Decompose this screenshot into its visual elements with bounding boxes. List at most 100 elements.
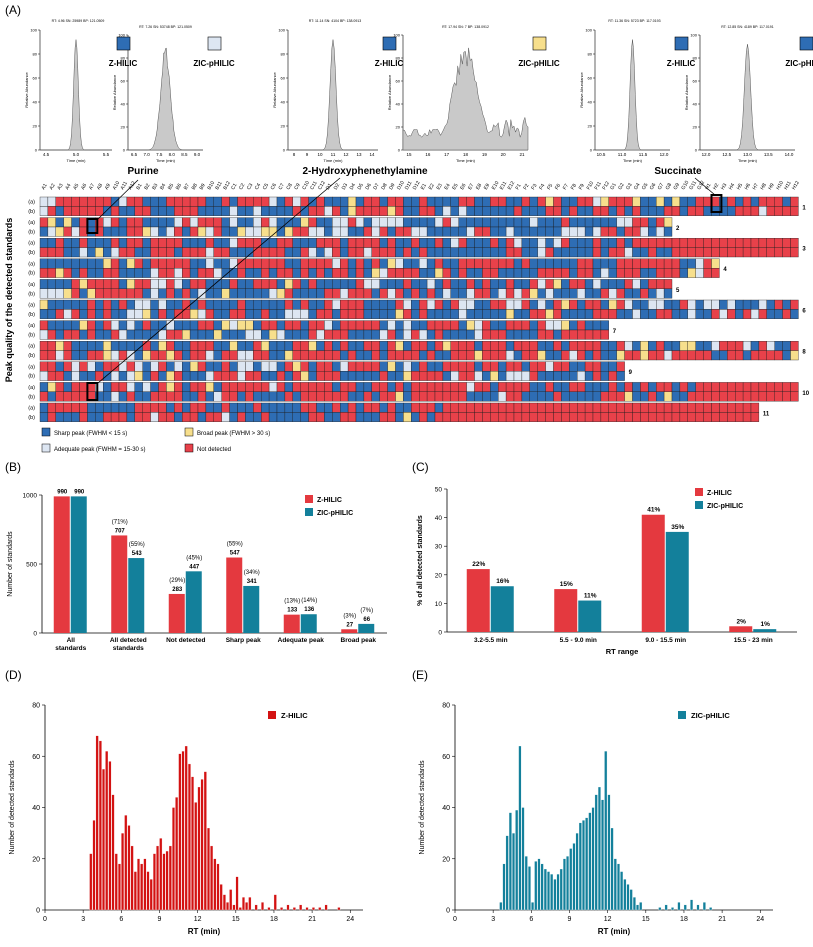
grid-cell bbox=[324, 226, 333, 237]
grid-cell bbox=[95, 341, 104, 351]
grid-cell bbox=[434, 371, 444, 381]
grid-cell bbox=[458, 206, 467, 216]
grid-cell bbox=[395, 412, 404, 422]
grid-cell bbox=[426, 196, 436, 207]
d-xlabel: RT (min) bbox=[188, 927, 221, 936]
b-bar bbox=[300, 614, 317, 633]
grid-cell bbox=[39, 196, 49, 207]
grid-cell bbox=[719, 247, 728, 258]
grid-cell bbox=[474, 206, 483, 216]
grid-cell bbox=[79, 258, 88, 269]
grid-cell bbox=[355, 329, 365, 340]
grid-cell bbox=[648, 226, 657, 237]
grid-cell bbox=[300, 371, 309, 381]
grid-cell bbox=[110, 217, 120, 228]
grid-cell bbox=[648, 391, 657, 402]
d-hist-bar bbox=[207, 827, 210, 911]
grid-cell bbox=[332, 238, 341, 248]
grid-column-label: D8 bbox=[380, 182, 389, 191]
grid-cell bbox=[103, 320, 112, 331]
grid-row-label: (a) bbox=[28, 323, 35, 329]
grid-cell bbox=[118, 329, 128, 340]
grid-cell bbox=[711, 382, 720, 392]
grid-cell bbox=[577, 329, 586, 340]
grid-cell bbox=[434, 402, 444, 413]
grid-cell bbox=[569, 299, 578, 310]
grid-cell bbox=[553, 412, 562, 422]
grid-cell bbox=[276, 247, 286, 258]
grid-cell bbox=[174, 412, 183, 422]
grid-cell bbox=[616, 412, 625, 422]
grid-cell bbox=[529, 247, 538, 258]
d-hist-bar bbox=[152, 853, 156, 911]
grid-cell bbox=[47, 258, 56, 269]
grid-cell bbox=[671, 382, 681, 392]
b-category-label: All bbox=[67, 637, 76, 644]
grid-cell bbox=[71, 288, 80, 299]
c-bar-label: 15% bbox=[560, 581, 573, 588]
grid-column-label: A11 bbox=[120, 180, 130, 191]
grid-cell bbox=[347, 320, 357, 331]
grid-cell bbox=[513, 320, 523, 331]
grid-cell bbox=[174, 350, 183, 361]
grid-cell bbox=[727, 382, 736, 392]
grid-cell bbox=[537, 299, 546, 310]
grid-cell bbox=[419, 288, 428, 299]
grid-cell bbox=[71, 371, 80, 381]
grid-cell bbox=[174, 371, 183, 381]
grid-cell bbox=[379, 382, 388, 392]
grid-cell bbox=[505, 412, 515, 422]
grid-cell bbox=[142, 217, 151, 228]
grid-cell bbox=[221, 350, 230, 361]
grid-cell bbox=[284, 196, 293, 207]
grid-cell bbox=[229, 382, 238, 392]
grid-column-label: H1 bbox=[704, 182, 713, 191]
grid-cell bbox=[229, 391, 238, 402]
grid-cell bbox=[640, 341, 649, 351]
grid-cell bbox=[355, 247, 365, 258]
purine-zhilic-chrom-xtick-label: 5.0 bbox=[73, 152, 80, 157]
grid-cell bbox=[340, 288, 349, 299]
grid-cell bbox=[300, 412, 309, 422]
grid-cell bbox=[695, 268, 704, 278]
grid-cell bbox=[150, 391, 159, 402]
b-ytick-label: 1000 bbox=[23, 493, 38, 500]
grid-cell bbox=[426, 288, 436, 299]
grid-cell bbox=[205, 382, 214, 392]
grid-cell bbox=[379, 371, 388, 381]
grid-cell bbox=[679, 196, 688, 207]
grid-cell bbox=[340, 268, 349, 278]
e-hist-bar bbox=[620, 871, 624, 911]
grid-cell bbox=[742, 206, 752, 216]
grid-cell bbox=[569, 382, 578, 392]
d-xtick-label: 9 bbox=[158, 916, 162, 923]
grid-cell bbox=[750, 402, 760, 413]
grid-cell bbox=[379, 341, 388, 351]
grid-cell bbox=[426, 402, 436, 413]
grid-cell bbox=[695, 341, 704, 351]
grid-cell bbox=[387, 382, 396, 392]
b-bar bbox=[341, 629, 358, 633]
grid-cell bbox=[253, 279, 262, 289]
grid-cell bbox=[624, 341, 633, 351]
grid-cell bbox=[103, 268, 112, 278]
e-hist-bar bbox=[562, 858, 566, 911]
grid-column-label: B2 bbox=[143, 183, 151, 191]
grid-cell bbox=[103, 258, 112, 269]
grid-cell bbox=[268, 299, 278, 310]
grid-cell bbox=[750, 299, 760, 310]
arrow-hydroxyphenethylamine bbox=[97, 177, 341, 384]
grid-cell bbox=[39, 258, 49, 269]
legend-label-sharp: Sharp peak (FWHM < 15 s) bbox=[54, 431, 127, 437]
grid-cell bbox=[182, 391, 191, 402]
e-xtick-label: 6 bbox=[529, 916, 533, 923]
grid-cell bbox=[403, 329, 412, 340]
grid-cell bbox=[750, 238, 760, 248]
grid-cell bbox=[150, 350, 159, 361]
grid-cell bbox=[261, 226, 270, 237]
grid-cell bbox=[205, 402, 214, 413]
grid-cell bbox=[110, 329, 120, 340]
grid-cell bbox=[474, 299, 483, 310]
grid-cell bbox=[340, 402, 349, 413]
grid-cell bbox=[110, 258, 120, 269]
